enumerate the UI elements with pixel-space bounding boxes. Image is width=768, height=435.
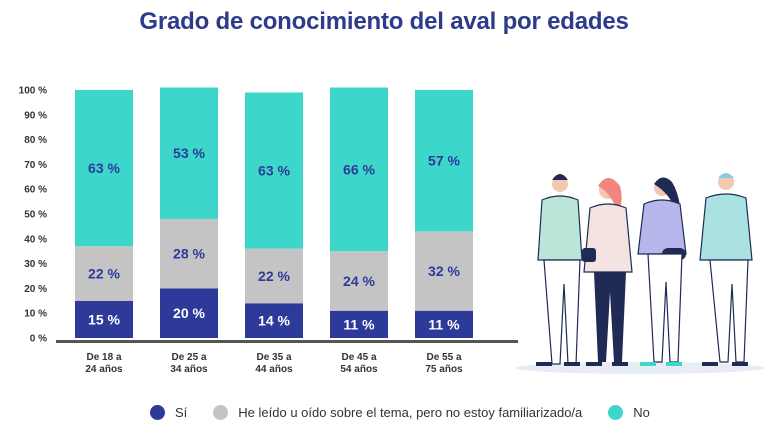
bar-segment	[160, 288, 218, 338]
legend-swatch	[608, 404, 624, 420]
person-1-figure	[536, 174, 583, 366]
data-label: 14 %	[258, 313, 290, 329]
x-tick-label: De 18 a	[86, 352, 121, 363]
bar-segment	[330, 251, 388, 311]
x-axis: De 18 a24 años De 25 a34 años De 35 a44 añ…	[85, 352, 463, 375]
legend-label: No	[633, 404, 650, 420]
data-label: 24 %	[343, 273, 375, 289]
x-tick-label: 75 años	[425, 364, 463, 375]
bar-segment	[415, 310, 473, 338]
y-tick-label: 80 %	[24, 135, 47, 146]
person-3-figure	[637, 177, 687, 366]
bar-segment	[75, 300, 133, 338]
bar-segment	[75, 90, 133, 247]
legend-swatch	[150, 404, 165, 420]
data-label: 63 %	[258, 163, 290, 179]
legend-item: He leído u oído sobre el tema, pero no e…	[213, 404, 583, 420]
bars: 15 % 22 % 63 % 20 % 28 % 53 % 14 % 22 % 63 % 11 %…	[75, 87, 473, 338]
bar-segment	[245, 303, 303, 338]
bar-segment	[330, 310, 388, 338]
data-label: 22 %	[88, 266, 120, 282]
y-tick-label: 0 %	[30, 334, 47, 345]
y-tick-label: 60 %	[24, 185, 47, 196]
bar-segment	[160, 87, 218, 219]
data-label: 32 %	[428, 263, 460, 279]
bar-segment	[415, 90, 473, 232]
bar-segment	[75, 246, 133, 301]
y-tick-label: 100 %	[19, 86, 47, 97]
x-tick-label: De 45 a	[341, 352, 376, 363]
x-tick-label: 54 años	[340, 364, 378, 375]
y-axis: 0 % 10 % 20 % 30 % 40 % 50 % 60 % 70 % 80 % 90 % 1…	[19, 86, 47, 345]
y-tick-label: 70 %	[24, 160, 47, 171]
x-tick-label: 34 años	[170, 364, 208, 375]
x-tick-label: De 25 a	[171, 352, 206, 363]
bar-segment	[160, 218, 218, 289]
x-tick-label: 44 años	[255, 364, 293, 375]
bar-segment	[245, 248, 303, 304]
legend-item: No	[608, 404, 650, 420]
data-label: 57 %	[428, 153, 460, 169]
legend-swatch	[213, 404, 229, 420]
x-tick-label: De 35 a	[256, 352, 291, 363]
y-tick-label: 50 %	[24, 210, 47, 221]
person-2-figure	[582, 178, 633, 366]
legend-item: Sí	[150, 404, 188, 420]
data-label: 66 %	[343, 161, 375, 177]
legend-label: He leído u oído sobre el tema, pero no e…	[238, 404, 583, 420]
bar-segment	[245, 92, 303, 249]
legend: Sí He leído u oído sobre el tema, pero no…	[150, 402, 676, 422]
data-label: 22 %	[258, 268, 290, 284]
legend-label: Sí	[175, 404, 188, 420]
data-label: 53 %	[173, 145, 205, 161]
y-tick-label: 10 %	[24, 309, 47, 320]
y-tick-label: 40 %	[24, 234, 47, 245]
data-label: 11 %	[428, 316, 460, 332]
data-label: 15 %	[88, 311, 120, 327]
bar-segment	[330, 87, 388, 252]
data-label: 20 %	[173, 305, 205, 321]
bar-segment	[415, 231, 473, 311]
chart-title: Grado de conocimiento del aval por edade…	[139, 8, 629, 35]
person-4-figure	[699, 173, 753, 366]
y-tick-label: 90 %	[24, 110, 47, 121]
y-tick-label: 30 %	[24, 259, 47, 270]
baseline-axis	[56, 340, 518, 343]
x-tick-label: De 55 a	[426, 352, 461, 363]
group-of-people-illustration	[516, 173, 764, 374]
data-label: 11 %	[343, 316, 375, 332]
x-tick-label: 24 años	[85, 364, 123, 375]
data-label: 28 %	[173, 246, 205, 262]
y-tick-label: 20 %	[24, 284, 47, 295]
data-label: 63 %	[88, 160, 120, 176]
